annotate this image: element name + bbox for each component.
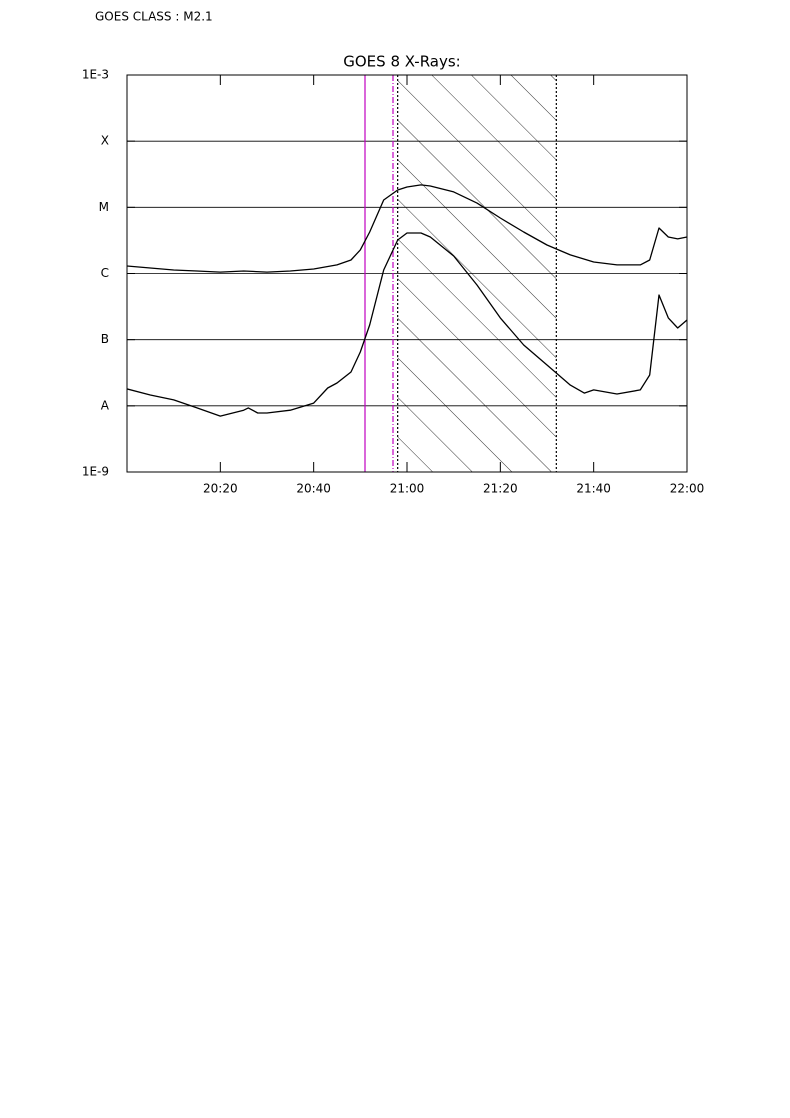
- x-tick-label: 22:00: [670, 482, 705, 496]
- chart-title: GOES 8 X-Rays:: [343, 53, 460, 71]
- flux-line: [126, 232, 688, 417]
- y-tick-label: 1E-9: [82, 465, 109, 479]
- x-tick-label: 20:20: [203, 482, 238, 496]
- class-annotation: GOES CLASS : M2.1: [95, 10, 213, 24]
- x-tick-label: 21:00: [390, 482, 425, 496]
- y-tick-label: M: [99, 200, 109, 214]
- flux-line: [126, 184, 688, 273]
- x-tick-label: 20:40: [296, 482, 331, 496]
- y-tick-label: B: [101, 332, 109, 346]
- plot-frame: [126, 74, 688, 473]
- y-tick-label: X: [101, 134, 109, 148]
- y-tick-label: A: [101, 398, 110, 412]
- y-tick-label: C: [101, 266, 109, 280]
- x-tick-label: 21:20: [483, 482, 518, 496]
- y-tick-label: 1E-3: [82, 68, 109, 82]
- x-tick-label: 21:40: [576, 482, 611, 496]
